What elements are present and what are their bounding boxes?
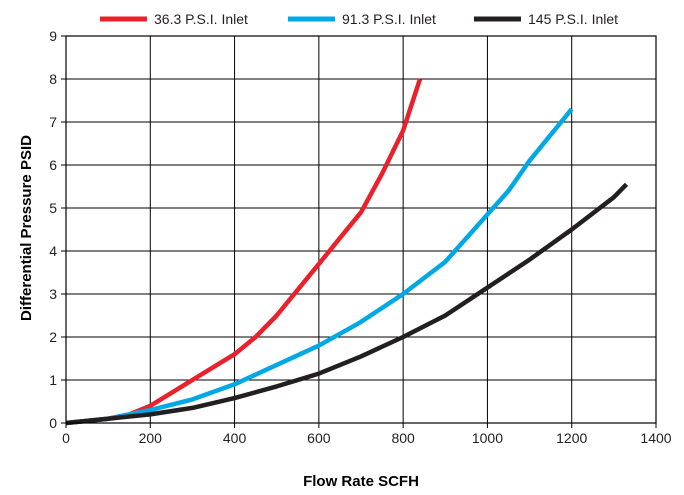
y-tick-label: 2 (49, 329, 57, 345)
series-line-3 (65, 182, 629, 426)
y-axis-label: Differential Pressure PSID (18, 135, 35, 321)
y-tick-label: 6 (49, 157, 57, 173)
y-tick-label: 8 (49, 71, 57, 87)
x-tick-label: 600 (307, 430, 331, 446)
x-tick-label: 800 (391, 430, 415, 446)
y-tick-label: 0 (49, 415, 57, 431)
y-tick-label: 9 (49, 28, 57, 44)
y-tick-label: 3 (49, 286, 57, 302)
series-group (65, 78, 629, 426)
legend: 36.3 P.S.I. Inlet 91.3 P.S.I. Inlet 145 P.… (100, 11, 618, 27)
x-tick-label: 200 (139, 430, 163, 446)
y-tick-label: 4 (49, 243, 57, 259)
series-line-1 (65, 78, 423, 426)
y-tick-label: 5 (49, 200, 57, 216)
x-tick-label: 400 (223, 430, 247, 446)
x-tick-label: 1400 (640, 430, 671, 446)
legend-label-1: 36.3 P.S.I. Inlet (154, 11, 248, 27)
x-axis-label: Flow Rate SCFH (303, 473, 419, 490)
y-tick-label: 7 (49, 114, 57, 130)
x-tick-label: 0 (62, 430, 70, 446)
plot-frame (65, 35, 657, 424)
x-tick-label: 1200 (556, 430, 587, 446)
legend-label-3: 145 P.S.I. Inlet (528, 11, 618, 27)
legend-label-2: 91.3 P.S.I. Inlet (342, 11, 436, 27)
axes: 0 200 400 600 800 1000 1200 1400 0 1 2 3 4 5 6 7 8 9 (49, 28, 672, 446)
grid (65, 35, 657, 424)
series-line-2 (65, 107, 574, 426)
x-tick-label: 1000 (472, 430, 503, 446)
y-tick-label: 1 (49, 372, 57, 388)
